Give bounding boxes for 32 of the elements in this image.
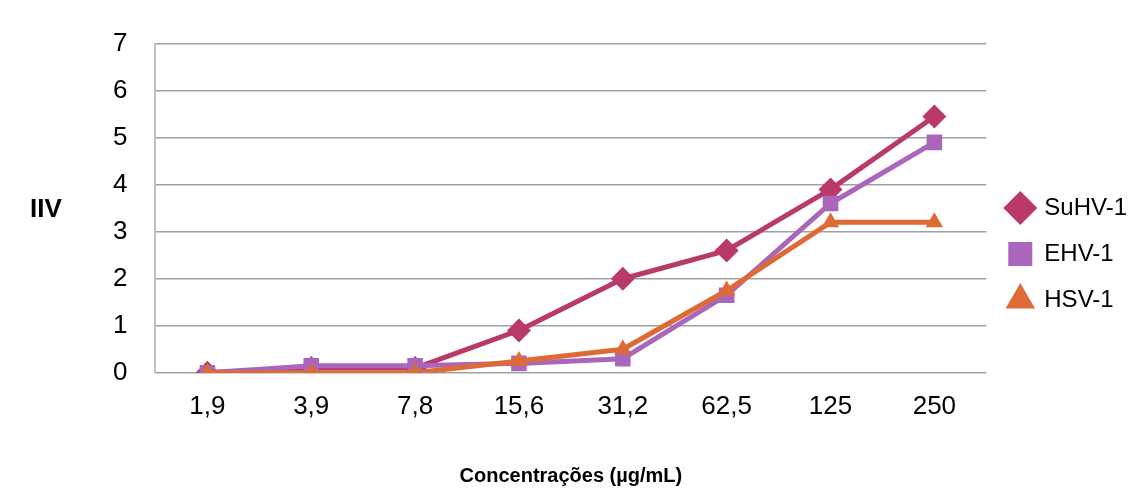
point: [922, 104, 947, 129]
point: [510, 351, 528, 367]
y-tick-label: 7: [112, 26, 128, 57]
point: [610, 266, 635, 291]
x-tick-label: 15,6: [493, 389, 545, 420]
point: [714, 238, 739, 263]
point: [718, 280, 736, 296]
point: [821, 212, 840, 228]
legend-label: EHV-1: [1044, 238, 1114, 266]
y-tick-label: 5: [112, 120, 128, 151]
point: [506, 318, 531, 343]
x-tick-label: 31,2: [597, 389, 649, 420]
y-tick-label: 3: [112, 214, 128, 245]
point: [822, 195, 839, 212]
legend-label: HSV-1: [1044, 284, 1114, 312]
point: [614, 339, 632, 355]
y-tick-label: 4: [112, 167, 128, 198]
y-tick-label: 1: [112, 308, 128, 339]
point: [926, 134, 943, 151]
x-tick-label: 7,8: [397, 389, 434, 420]
x-tick-label: 3,9: [293, 389, 330, 420]
x-tick-label: 1,9: [189, 389, 226, 420]
y-axis-title: IIV: [30, 193, 63, 224]
point: [925, 212, 944, 228]
x-tick-label: 125: [808, 389, 853, 420]
x-axis-title: Concentrações (µg/mL): [459, 463, 683, 486]
x-tick-label: 62,5: [701, 389, 752, 420]
y-tick-label: 2: [112, 261, 128, 292]
legend-label: SuHV-1: [1044, 192, 1128, 220]
y-tick-label: 6: [112, 73, 128, 104]
x-tick-label: 250: [912, 389, 957, 420]
y-tick-label: 0: [112, 355, 128, 386]
